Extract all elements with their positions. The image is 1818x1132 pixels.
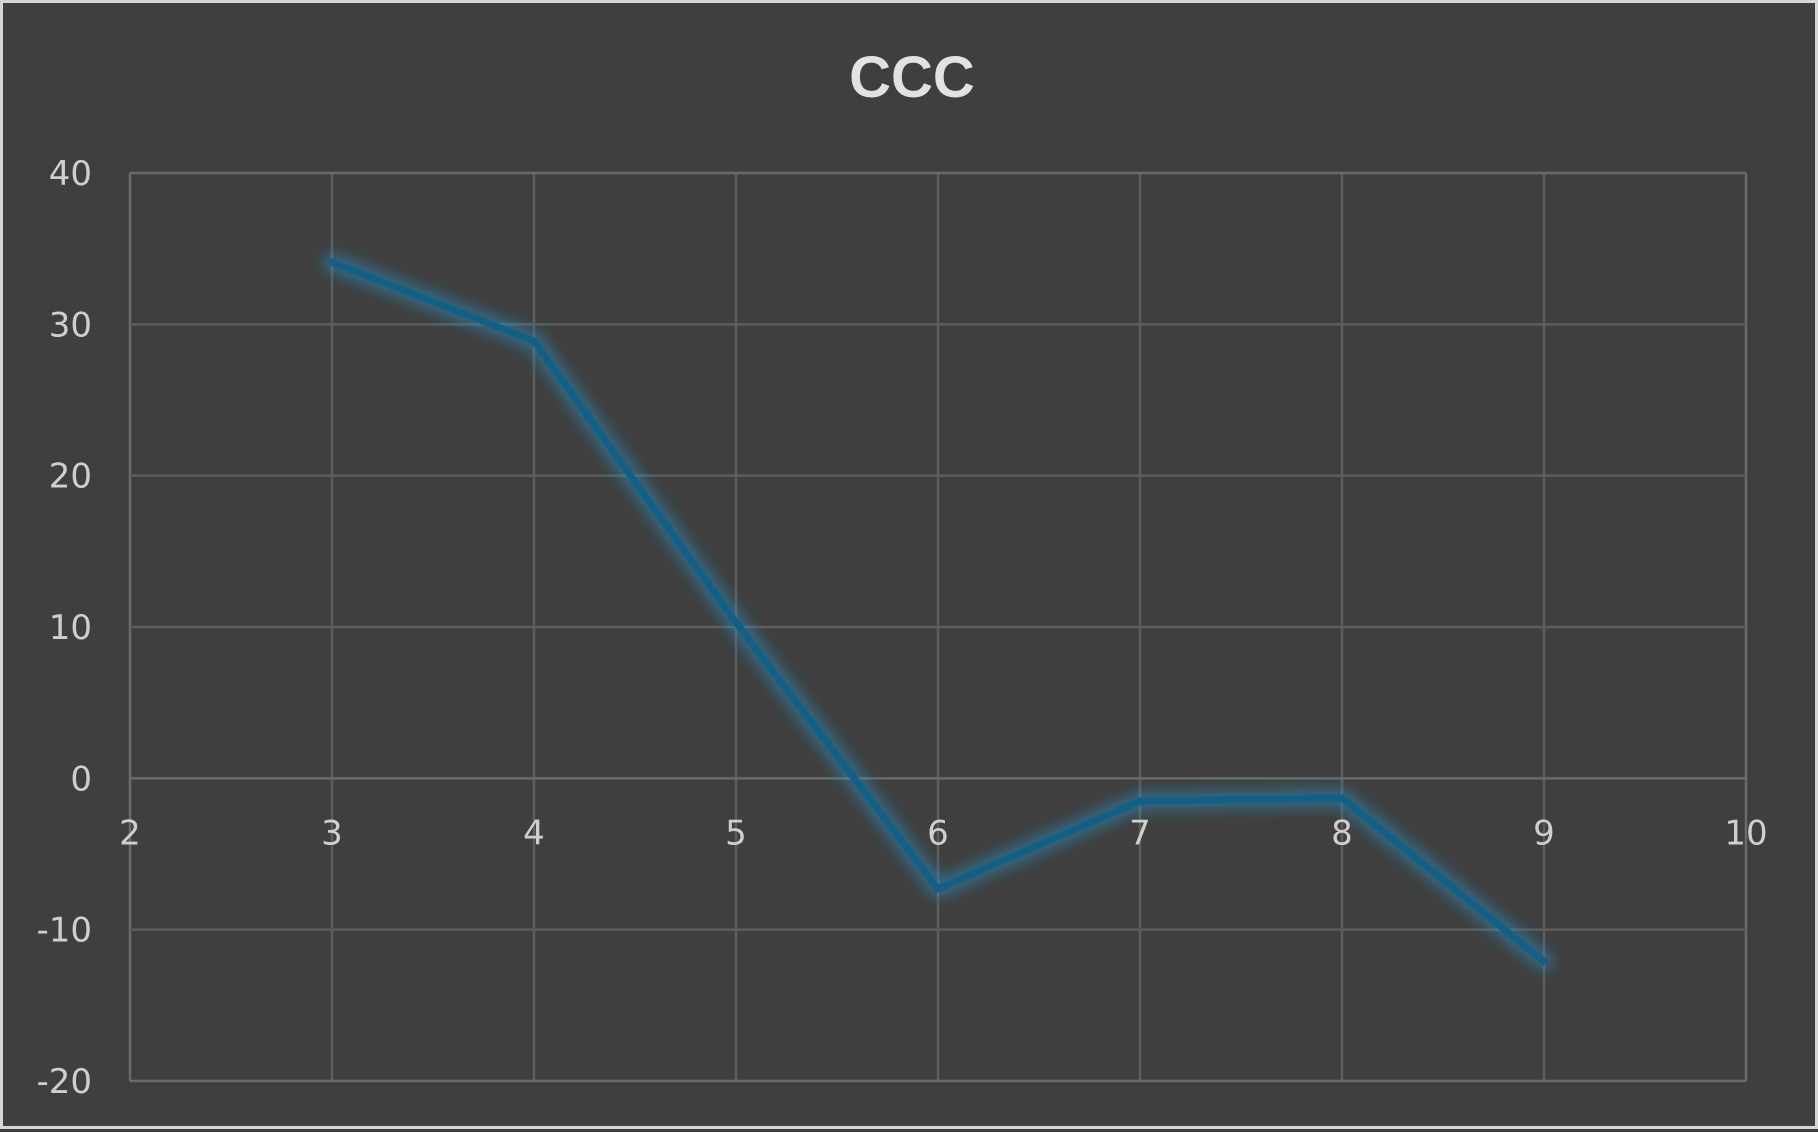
grid-lines [128, 171, 1748, 1083]
data-point [1338, 794, 1346, 802]
y-tick-label: 20 [49, 457, 92, 497]
x-tick-label: 5 [725, 813, 747, 853]
data-point [328, 258, 336, 266]
series-layer [323, 253, 1553, 971]
chart-title: CCC [849, 45, 975, 110]
line-chart: CCC 2 3 4 5 6 7 8 9 10 -20 -10 0 10 20 30 40 [36, 45, 1767, 1102]
x-tick-labels: 2 3 4 5 6 7 8 9 10 [119, 813, 1767, 853]
y-tick-label: 30 [49, 305, 92, 345]
y-tick-label: 40 [49, 154, 92, 194]
x-tick-label: 2 [119, 813, 141, 853]
y-tick-label: 0 [70, 759, 92, 799]
x-tick-label: 3 [321, 813, 343, 853]
x-tick-label: 7 [1129, 813, 1151, 853]
data-point [934, 885, 942, 893]
data-point [1136, 797, 1144, 805]
data-point [732, 618, 740, 626]
y-tick-label: 10 [49, 608, 92, 648]
data-point [1540, 957, 1548, 965]
y-tick-label: -10 [36, 911, 92, 951]
x-tick-label: 6 [927, 813, 949, 853]
x-tick-label: 9 [1533, 813, 1555, 853]
x-tick-label: 10 [1724, 813, 1767, 853]
x-tick-label: 4 [523, 813, 545, 853]
y-tick-label: -20 [36, 1062, 92, 1102]
y-tick-labels: -20 -10 0 10 20 30 40 [36, 154, 92, 1102]
data-point [530, 337, 538, 345]
x-tick-label: 8 [1331, 813, 1353, 853]
